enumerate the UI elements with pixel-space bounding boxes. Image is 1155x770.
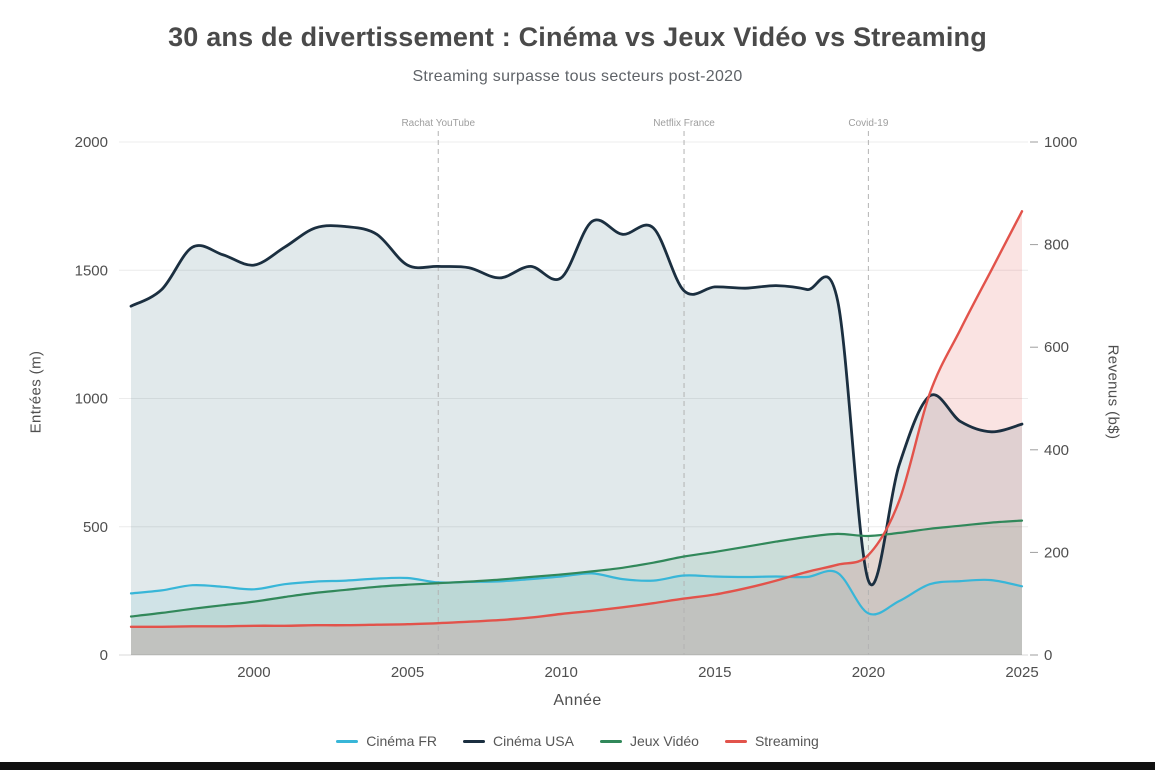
- series-area-jeux-video: [131, 520, 1022, 655]
- legend-swatch: [336, 739, 359, 743]
- series-line-jeux-video: [129, 519, 1024, 618]
- legend-swatch: [599, 739, 622, 743]
- series-area-streaming: [131, 211, 1022, 656]
- chart-subtitle: Streaming surpasse tous secteurs post-20…: [412, 68, 743, 85]
- series-area-cinema-usa: [131, 219, 1022, 655]
- annotation-label: Rachat YouTube: [401, 118, 475, 129]
- y-right-tick-label: 200: [1044, 544, 1069, 561]
- y-right-tick-label: 1000: [1044, 134, 1077, 151]
- x-tick-label: 2005: [391, 664, 424, 681]
- legend-label: Cinéma USA: [493, 733, 574, 749]
- x-tick-label: 2015: [698, 664, 731, 681]
- y-left-tick-label: 0: [100, 647, 108, 664]
- series-line-streaming: [129, 210, 1024, 629]
- y-left-tick-label: 1500: [75, 262, 108, 279]
- legend-swatch: [463, 739, 486, 743]
- legend-label: Streaming: [754, 733, 819, 749]
- y-left-tick-label: 1000: [75, 391, 108, 408]
- x-tick-label: 2010: [544, 664, 577, 681]
- x-tick-label: 2000: [237, 664, 270, 681]
- bottom-bar: [0, 762, 1155, 770]
- y-axis-label-right: Revenus (b$): [1104, 344, 1122, 440]
- legend-swatch: [724, 739, 747, 743]
- y-right-tick-label: 0: [1044, 647, 1052, 664]
- y-right-tick-label: 800: [1044, 237, 1069, 254]
- y-left-tick-label: 2000: [75, 134, 108, 151]
- y-axis-label-left: Entrées (m): [27, 350, 45, 434]
- legend-item-cinema-usa[interactable]: Cinéma USA: [463, 733, 574, 749]
- x-tick-label: 2020: [852, 664, 885, 681]
- chart-legend: Cinéma FR Cinéma USA Jeux Vidéo Streaming: [0, 733, 1155, 749]
- x-axis-title: Année: [553, 692, 602, 709]
- y-right-tick-label: 600: [1044, 339, 1069, 356]
- legend-item-streaming[interactable]: Streaming: [724, 733, 819, 749]
- y-left-tick-label: 500: [83, 519, 108, 536]
- series-line-cinema-fr: [129, 569, 1024, 616]
- annotation-label: Netflix France: [653, 118, 715, 129]
- legend-item-jeux-video[interactable]: Jeux Vidéo: [599, 733, 699, 749]
- legend-label: Jeux Vidéo: [629, 733, 699, 749]
- legend-item-cinema-fr[interactable]: Cinéma FR: [336, 733, 437, 749]
- annotation-label: Covid-19: [848, 118, 888, 129]
- y-right-tick-label: 400: [1044, 442, 1069, 459]
- chart-title: 30 ans de divertissement : Cinéma vs Jeu…: [168, 22, 987, 52]
- legend-label: Cinéma FR: [366, 733, 438, 749]
- series-line-cinema-usa: [129, 218, 1024, 586]
- x-tick-label: 2025: [1005, 664, 1038, 681]
